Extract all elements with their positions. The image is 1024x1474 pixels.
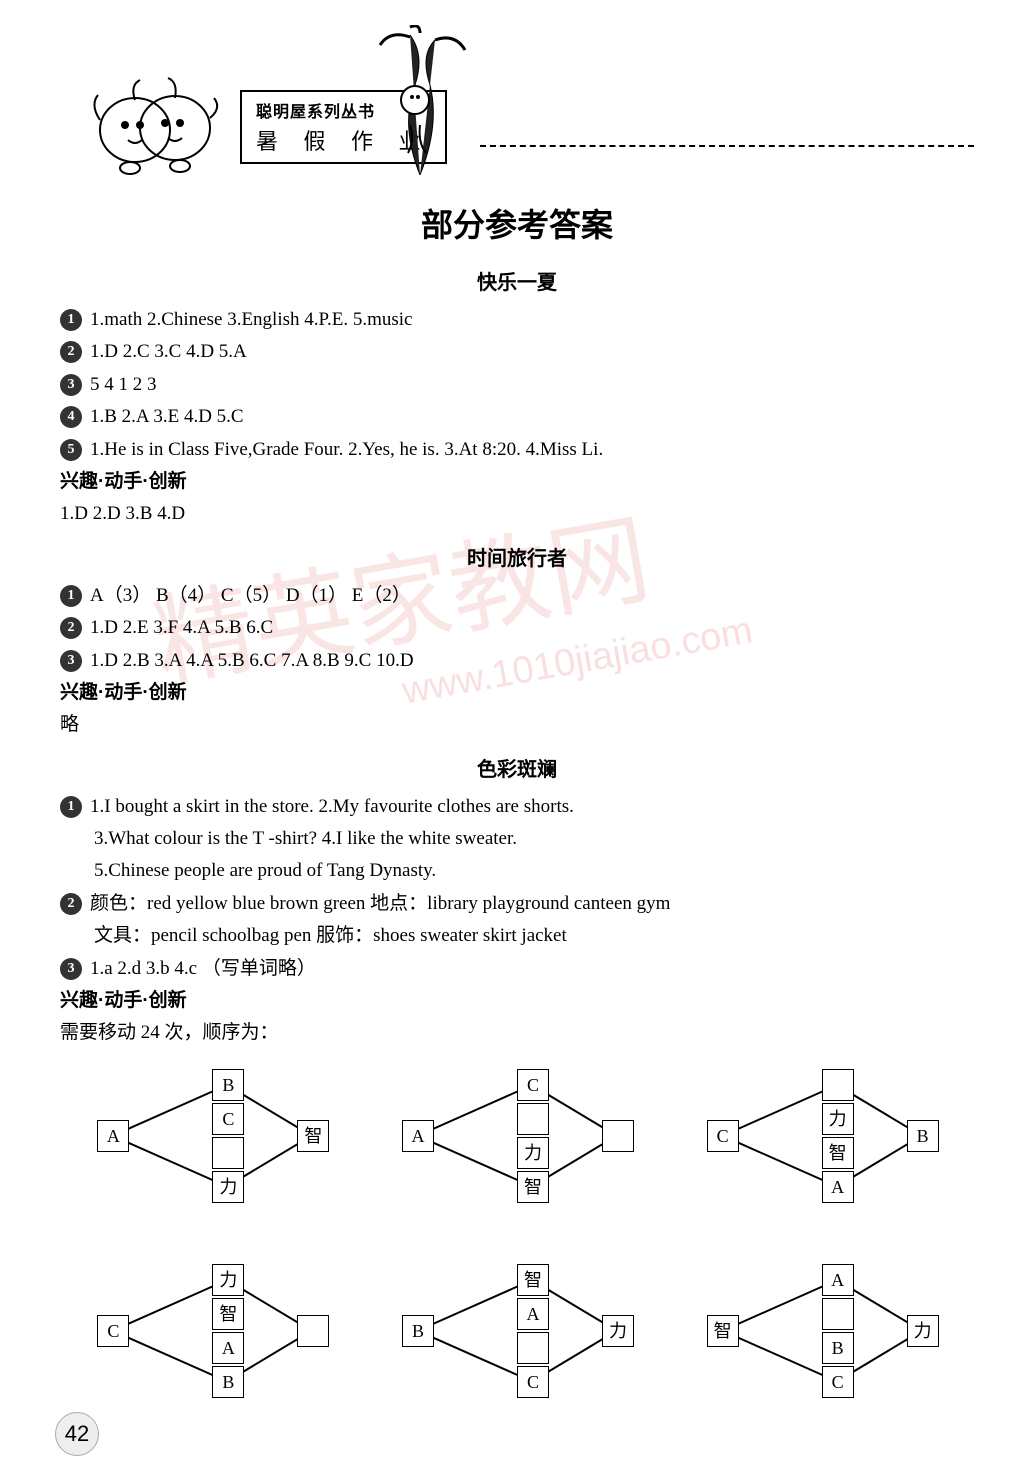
- bullet-icon: 1: [60, 796, 82, 818]
- diamond-diagram: B 力 智A C: [387, 1259, 647, 1429]
- section-title-2: 时间旅行者: [60, 542, 974, 571]
- answer-line: 2 1.D 2.C 3.C 4.D 5.A: [60, 337, 974, 367]
- diagram-box: 力: [212, 1264, 244, 1296]
- answer-text: 1.D 2.E 3.F 4.A 5.B 6.C: [90, 613, 273, 643]
- section-title-3: 色彩斑斓: [60, 753, 974, 782]
- answer-text: 1.He is in Class Five,Grade Four. 2.Yes,…: [90, 435, 603, 465]
- answer-line: 1 A（3） B（4） C（5） D（1） E（2）: [60, 581, 974, 611]
- diamond-diagram: A C 力智: [387, 1064, 647, 1234]
- mascot-left-icon: [80, 50, 230, 190]
- sub-text: 1.D 2.D 3.B 4.D: [60, 499, 974, 529]
- header: 聪明屋系列丛书 暑 假 作 业: [60, 20, 974, 190]
- diagram-box: B: [402, 1315, 434, 1347]
- answer-line: 2 颜色：red yellow blue brown green 地点：libra…: [60, 889, 974, 919]
- answer-line: 3 1.D 2.B 3.A 4.A 5.B 6.C 7.A 8.B 9.C 10.…: [60, 646, 974, 676]
- diagram-box: 智: [707, 1315, 739, 1347]
- answer-text: 1.math 2.Chinese 3.English 4.P.E. 5.musi…: [90, 305, 412, 335]
- diagram-box: 智: [212, 1298, 244, 1330]
- sub-text: 需要移动 24 次，顺序为：: [60, 1018, 974, 1048]
- answer-line: 4 1.B 2.A 3.E 4.D 5.C: [60, 402, 974, 432]
- answer-text: 文具：pencil schoolbag pen 服饰：shoes sweater…: [60, 921, 974, 951]
- sub-title: 兴趣·动手·创新: [60, 467, 974, 497]
- answer-text: 1.a 2.d 3.b 4.c （写单词略）: [90, 954, 316, 984]
- diamond-diagram: 智 力 A BC: [692, 1259, 952, 1429]
- diagram-box: A: [822, 1264, 854, 1296]
- diamond-diagram: C 力智AB: [82, 1259, 342, 1429]
- diagram-box: 力: [822, 1103, 854, 1135]
- bullet-icon: 1: [60, 309, 82, 331]
- bullet-icon: 5: [60, 439, 82, 461]
- diamond-diagram: A 智 BC 力: [82, 1064, 342, 1234]
- diagram-box: B: [212, 1366, 244, 1398]
- answer-text: 1.I bought a skirt in the store. 2.My fa…: [90, 792, 574, 822]
- diagram-box: 智: [297, 1120, 329, 1152]
- diagram-box: [517, 1103, 549, 1135]
- diagram-box: B: [212, 1069, 244, 1101]
- diagram-box: A: [402, 1120, 434, 1152]
- diagram-box: [297, 1315, 329, 1347]
- diagram-box: C: [822, 1366, 854, 1398]
- answer-line: 1 1.math 2.Chinese 3.English 4.P.E. 5.mus…: [60, 305, 974, 335]
- diagram-box: C: [517, 1069, 549, 1101]
- diagram-box: 智: [517, 1171, 549, 1203]
- answer-line: 1 1.I bought a skirt in the store. 2.My f…: [60, 792, 974, 822]
- diagrams-area: A智BC力AC力智CB力智AC力智ABB力智AC智力ABC: [60, 1064, 974, 1429]
- bullet-icon: 3: [60, 650, 82, 672]
- diagram-box: 智: [822, 1137, 854, 1169]
- bullet-icon: 2: [60, 341, 82, 363]
- answer-line: 2 1.D 2.E 3.F 4.A 5.B 6.C: [60, 613, 974, 643]
- diagram-box: [602, 1120, 634, 1152]
- bullet-icon: 2: [60, 617, 82, 639]
- answer-text: 1.D 2.C 3.C 4.D 5.A: [90, 337, 247, 367]
- bullet-icon: 3: [60, 958, 82, 980]
- answer-line: 3 5 4 1 2 3: [60, 370, 974, 400]
- bullet-icon: 2: [60, 893, 82, 915]
- sub-text: 略: [60, 710, 974, 740]
- bullet-icon: 4: [60, 406, 82, 428]
- bullet-icon: 1: [60, 585, 82, 607]
- sub-title: 兴趣·动手·创新: [60, 678, 974, 708]
- diagram-box: 力: [907, 1315, 939, 1347]
- header-dashed-line: [480, 145, 974, 147]
- sub-title: 兴趣·动手·创新: [60, 986, 974, 1016]
- answer-text: 5 4 1 2 3: [90, 370, 157, 400]
- diagram-box: C: [707, 1120, 739, 1152]
- diagram-box: C: [97, 1315, 129, 1347]
- section-title-1: 快乐一夏: [60, 266, 974, 295]
- answer-text: 3.What colour is the T -shirt? 4.I like …: [60, 824, 974, 854]
- diagram-box: A: [212, 1332, 244, 1364]
- diagram-box: [822, 1298, 854, 1330]
- answer-line: 5 1.He is in Class Five,Grade Four. 2.Yes…: [60, 435, 974, 465]
- diagram-box: B: [822, 1332, 854, 1364]
- diagram-box: A: [822, 1171, 854, 1203]
- diagram-box: 智: [517, 1264, 549, 1296]
- diagram-box: 力: [517, 1137, 549, 1169]
- diagram-box: A: [517, 1298, 549, 1330]
- answer-text: A（3） B（4） C（5） D（1） E（2）: [90, 581, 411, 611]
- diagram-box: 力: [602, 1315, 634, 1347]
- bullet-icon: 3: [60, 374, 82, 396]
- answer-line: 3 1.a 2.d 3.b 4.c （写单词略）: [60, 954, 974, 984]
- diagram-box: [517, 1332, 549, 1364]
- diamond-diagram: C B 力智A: [692, 1064, 952, 1234]
- diagram-box: [212, 1137, 244, 1169]
- main-title: 部分参考答案: [60, 200, 974, 246]
- answer-text: 颜色：red yellow blue brown green 地点：librar…: [90, 889, 670, 919]
- answer-text: 1.D 2.B 3.A 4.A 5.B 6.C 7.A 8.B 9.C 10.D: [90, 646, 414, 676]
- diagram-box: B: [907, 1120, 939, 1152]
- diagram-box: [822, 1069, 854, 1101]
- diagram-box: C: [517, 1366, 549, 1398]
- mascot-right-icon: [360, 25, 480, 185]
- answer-text: 5.Chinese people are proud of Tang Dynas…: [60, 856, 974, 886]
- diagram-box: 力: [212, 1171, 244, 1203]
- diagram-box: A: [97, 1120, 129, 1152]
- diagram-box: C: [212, 1103, 244, 1135]
- answer-text: 1.B 2.A 3.E 4.D 5.C: [90, 402, 244, 432]
